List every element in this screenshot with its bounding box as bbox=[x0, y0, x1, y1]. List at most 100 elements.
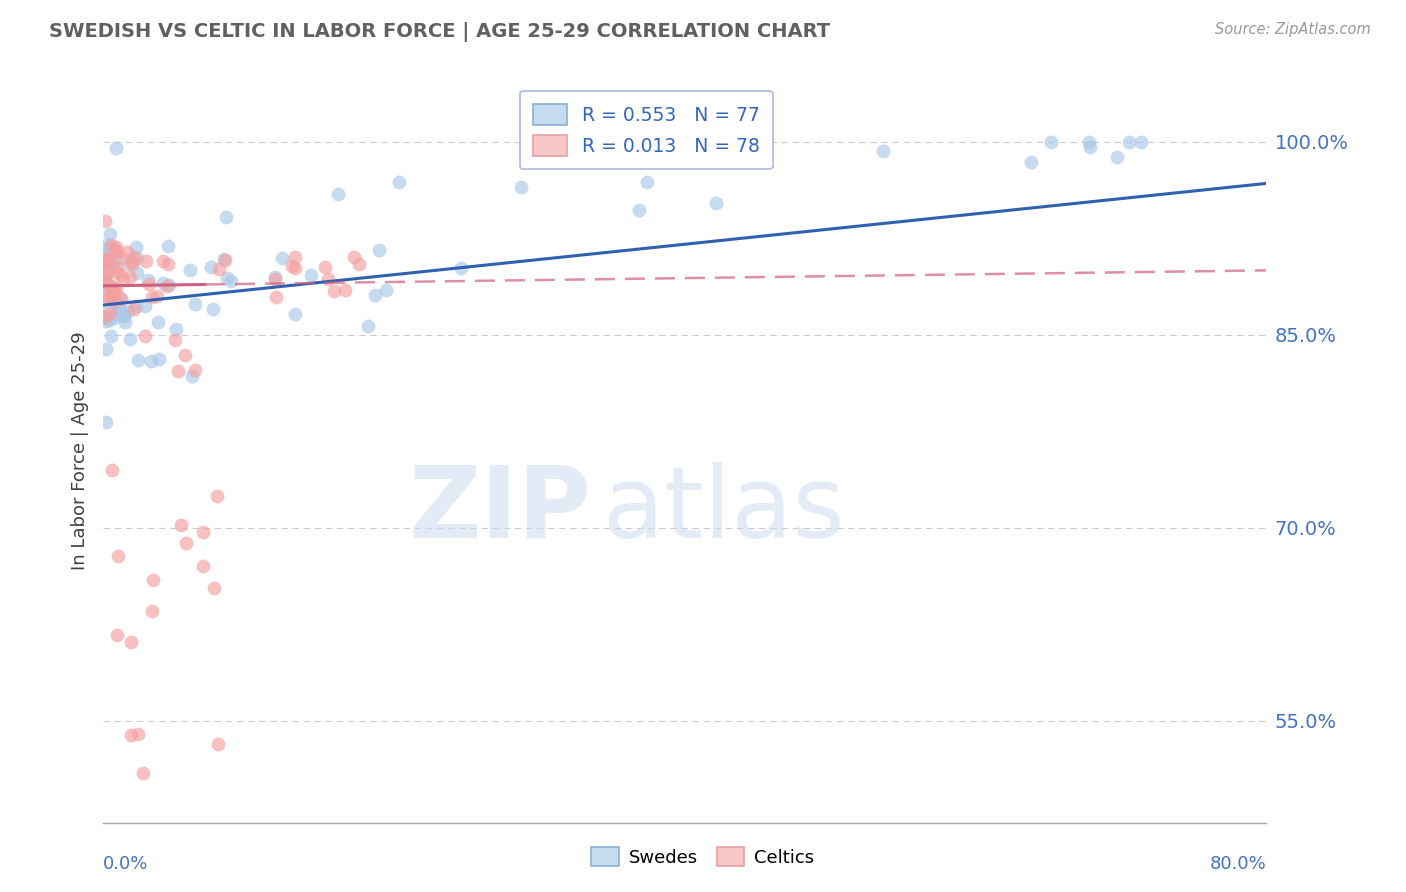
Point bbox=[98, 277, 121, 291]
Point bbox=[1107, 150, 1129, 164]
Point bbox=[1078, 135, 1101, 149]
Point bbox=[141, 604, 163, 618]
Text: ZIP: ZIP bbox=[409, 462, 592, 558]
Point bbox=[167, 364, 190, 378]
Point bbox=[179, 263, 201, 277]
Point bbox=[146, 289, 169, 303]
Point bbox=[450, 260, 472, 275]
Point bbox=[375, 283, 398, 297]
Point bbox=[103, 281, 125, 295]
Text: 80.0%: 80.0% bbox=[1209, 855, 1267, 872]
Point bbox=[93, 253, 115, 268]
Point bbox=[117, 303, 139, 318]
Point bbox=[96, 255, 118, 269]
Point bbox=[96, 289, 118, 303]
Point bbox=[157, 257, 180, 271]
Point bbox=[636, 175, 658, 189]
Point bbox=[733, 149, 755, 163]
Point bbox=[202, 581, 225, 595]
Point bbox=[97, 237, 120, 252]
Point bbox=[98, 256, 121, 270]
Point bbox=[314, 260, 336, 275]
Point bbox=[110, 268, 132, 282]
Point bbox=[120, 728, 142, 742]
Text: atlas: atlas bbox=[603, 462, 845, 558]
Point bbox=[141, 289, 163, 303]
Point bbox=[104, 296, 127, 310]
Point bbox=[347, 257, 370, 271]
Point bbox=[388, 175, 411, 189]
Point bbox=[328, 186, 350, 201]
Point bbox=[93, 274, 115, 288]
Point bbox=[1078, 140, 1101, 154]
Point bbox=[112, 308, 135, 322]
Point bbox=[97, 247, 120, 261]
Point bbox=[1118, 135, 1140, 149]
Point bbox=[510, 179, 533, 194]
Point bbox=[120, 635, 142, 649]
Point bbox=[94, 275, 117, 289]
Point bbox=[101, 463, 124, 477]
Point bbox=[122, 302, 145, 317]
Point bbox=[105, 141, 128, 155]
Point bbox=[105, 628, 128, 642]
Legend: Swedes, Celtics: Swedes, Celtics bbox=[585, 840, 821, 874]
Point bbox=[284, 260, 307, 275]
Point bbox=[184, 363, 207, 377]
Text: 0.0%: 0.0% bbox=[103, 855, 149, 872]
Point bbox=[205, 489, 228, 503]
Point bbox=[100, 329, 122, 343]
Point bbox=[1040, 135, 1063, 149]
Point bbox=[872, 145, 894, 159]
Point bbox=[94, 314, 117, 328]
Point bbox=[174, 349, 197, 363]
Point bbox=[97, 252, 120, 266]
Point bbox=[110, 251, 132, 265]
Point bbox=[156, 279, 179, 293]
Point bbox=[100, 227, 122, 241]
Point bbox=[96, 266, 118, 280]
Point bbox=[96, 276, 118, 290]
Point bbox=[368, 243, 391, 257]
Point bbox=[284, 250, 307, 264]
Point bbox=[1272, 135, 1295, 149]
Point bbox=[281, 259, 304, 273]
Point bbox=[100, 278, 122, 293]
Point bbox=[148, 351, 170, 366]
Point bbox=[98, 313, 121, 327]
Point bbox=[152, 276, 174, 290]
Text: SWEDISH VS CELTIC IN LABOR FORCE | AGE 25-29 CORRELATION CHART: SWEDISH VS CELTIC IN LABOR FORCE | AGE 2… bbox=[49, 22, 831, 42]
Point bbox=[114, 315, 136, 329]
Point bbox=[138, 277, 160, 291]
Point bbox=[264, 272, 287, 286]
Point bbox=[134, 329, 156, 343]
Point bbox=[271, 251, 294, 265]
Point bbox=[98, 242, 121, 256]
Point bbox=[1130, 135, 1153, 149]
Point bbox=[94, 284, 117, 298]
Point bbox=[264, 290, 287, 304]
Point bbox=[134, 299, 156, 313]
Point bbox=[146, 315, 169, 329]
Point bbox=[105, 282, 128, 296]
Point bbox=[191, 559, 214, 574]
Point bbox=[108, 301, 131, 316]
Point bbox=[157, 239, 180, 253]
Point bbox=[93, 252, 115, 266]
Point bbox=[105, 240, 128, 254]
Point bbox=[132, 766, 155, 780]
Point bbox=[98, 302, 121, 317]
Point bbox=[127, 727, 149, 741]
Point bbox=[100, 306, 122, 320]
Point bbox=[103, 311, 125, 326]
Point bbox=[200, 260, 222, 275]
Point bbox=[125, 299, 148, 313]
Point bbox=[97, 291, 120, 305]
Point bbox=[125, 252, 148, 266]
Point bbox=[118, 269, 141, 284]
Point bbox=[323, 284, 346, 298]
Point bbox=[704, 195, 727, 210]
Point bbox=[284, 307, 307, 321]
Point bbox=[215, 210, 238, 224]
Point bbox=[94, 415, 117, 429]
